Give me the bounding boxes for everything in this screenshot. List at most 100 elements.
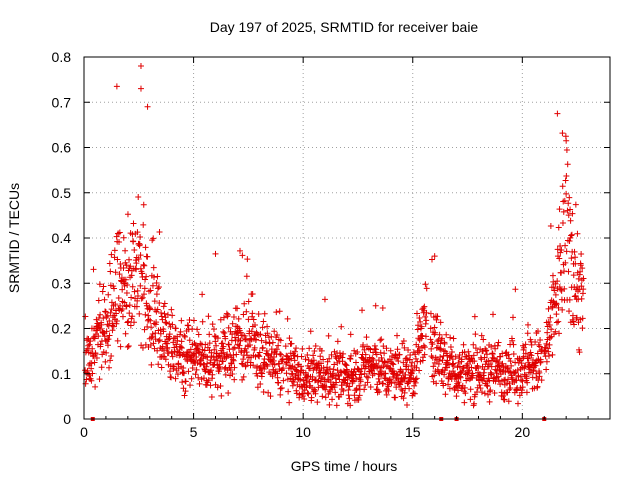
data-point [257, 331, 264, 338]
data-point [136, 310, 143, 317]
data-point [393, 371, 400, 378]
data-point [497, 353, 504, 360]
data-point [162, 319, 169, 326]
data-point [472, 331, 479, 338]
data-point [299, 345, 306, 352]
data-point [559, 130, 566, 137]
data-point [512, 286, 519, 293]
data-point [306, 365, 313, 372]
data-point [431, 253, 438, 260]
data-point [505, 398, 512, 405]
data-point [484, 383, 491, 390]
data-point [519, 378, 526, 385]
data-point [170, 363, 177, 370]
data-point [229, 370, 236, 377]
data-point [133, 303, 140, 310]
data-point [394, 346, 401, 353]
data-point [151, 274, 158, 281]
data-point [393, 384, 400, 391]
data-point [347, 331, 354, 338]
data-point [455, 359, 462, 366]
data-point [545, 305, 552, 312]
data-point [205, 377, 212, 384]
data-point [243, 336, 250, 343]
data-point [456, 355, 463, 362]
data-point [367, 384, 374, 391]
data-point [145, 312, 152, 319]
data-point [276, 350, 283, 357]
data-point [147, 287, 154, 294]
data-point [126, 302, 133, 309]
data-point [416, 314, 423, 321]
data-point [387, 347, 394, 354]
data-point [433, 316, 440, 323]
data-point [362, 351, 369, 358]
data-point [103, 349, 110, 356]
data-point [114, 256, 121, 263]
data-point [100, 283, 107, 290]
data-point [414, 310, 421, 317]
data-point [202, 366, 209, 373]
data-point [334, 367, 341, 374]
data-point [522, 341, 529, 348]
data-point [363, 373, 370, 380]
data-point [440, 382, 447, 389]
data-point [471, 400, 478, 407]
data-point [288, 340, 295, 347]
data-point [507, 385, 514, 392]
data-point [303, 379, 310, 386]
data-point [346, 383, 353, 390]
data-point [312, 390, 319, 397]
data-point [537, 358, 544, 365]
data-point [89, 370, 96, 377]
y-tick-label: 0.3 [52, 275, 72, 291]
data-point [409, 366, 416, 373]
data-point [518, 360, 525, 367]
data-point [546, 352, 553, 359]
data-point [153, 319, 160, 326]
data-point [283, 370, 290, 377]
data-point [353, 376, 360, 383]
data-point [428, 256, 435, 263]
data-point [412, 355, 419, 362]
data-point [337, 391, 344, 398]
data-point [218, 392, 225, 399]
data-point [451, 386, 458, 393]
data-point [355, 396, 362, 403]
data-point [256, 353, 263, 360]
data-point [532, 338, 539, 345]
data-point [524, 330, 531, 337]
data-point [195, 331, 202, 338]
data-point [292, 372, 299, 379]
data-point [110, 323, 117, 330]
data-point [115, 294, 122, 301]
data-point [533, 370, 540, 377]
data-point [275, 342, 282, 349]
data-point [243, 349, 250, 356]
data-point [293, 345, 300, 352]
data-point [168, 306, 175, 313]
data-point [542, 344, 549, 351]
data-point [259, 324, 266, 331]
data-point [169, 312, 176, 319]
data-point [501, 396, 508, 403]
data-point [142, 276, 149, 283]
data-point [560, 208, 567, 215]
data-point [311, 348, 318, 355]
data-point [448, 352, 455, 359]
data-point [492, 345, 499, 352]
data-point [303, 377, 310, 384]
data-point [407, 352, 414, 359]
data-point [524, 321, 531, 328]
data-point [506, 368, 513, 375]
data-point [555, 318, 562, 325]
data-point [376, 378, 383, 385]
data-point [122, 247, 129, 254]
data-point [214, 335, 221, 342]
data-point [330, 366, 337, 373]
data-point [276, 308, 283, 315]
data-point [568, 255, 575, 262]
data-point [242, 336, 248, 343]
data-point [128, 294, 135, 301]
data-point [141, 291, 148, 298]
